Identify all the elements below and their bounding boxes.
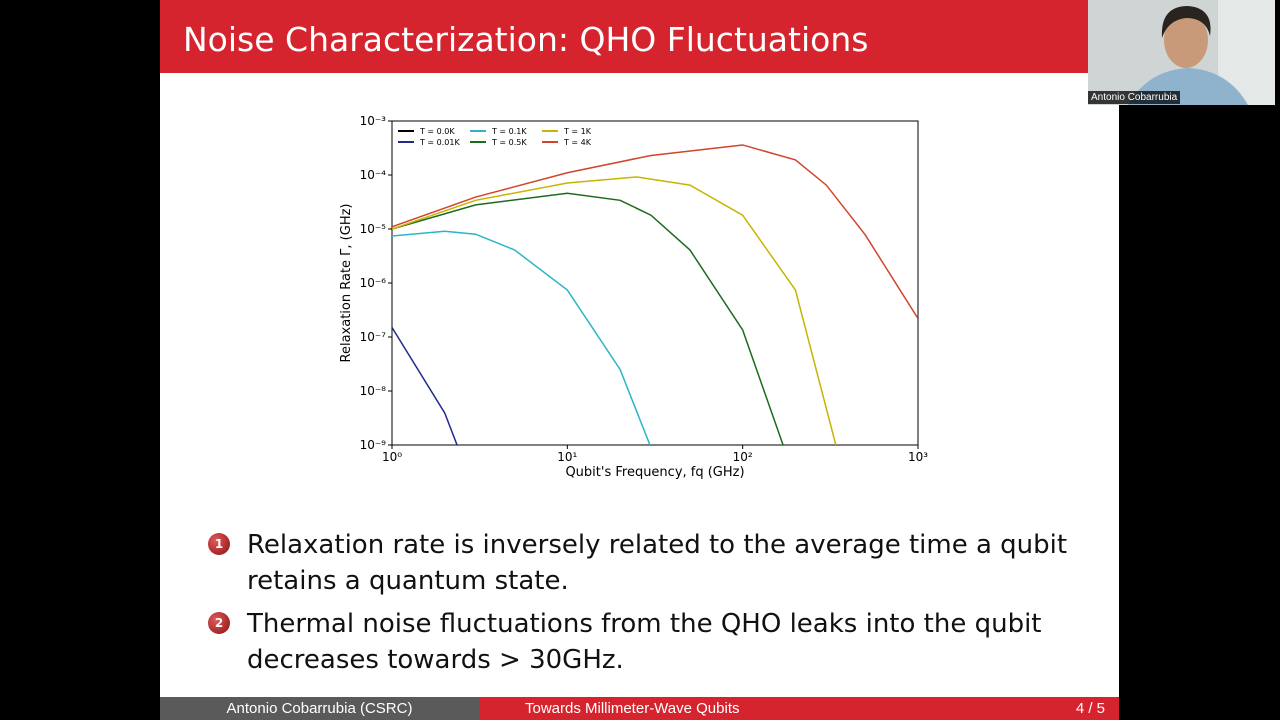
participant-name: Antonio Cobarrubia: [1088, 91, 1181, 104]
y-tick-label: 10⁻⁷: [360, 330, 387, 344]
footer-page: 4 / 5: [1075, 700, 1105, 717]
y-tick-label: 10⁻⁹: [360, 438, 387, 452]
x-tick-label: 10³: [908, 450, 928, 464]
bullet-marker: 1: [208, 533, 230, 555]
legend-label: T = 4K: [563, 138, 592, 147]
slide: Noise Characterization: QHO Fluctuations…: [160, 0, 1119, 720]
y-tick-label: 10⁻⁴: [360, 168, 387, 182]
legend-label: T = 0.01K: [419, 138, 460, 147]
footer-talk: Towards Millimeter-Wave Qubits: [525, 700, 740, 717]
legend-label: T = 1K: [563, 127, 592, 136]
series-line: [392, 144, 918, 319]
y-tick-label: 10⁻⁵: [360, 222, 387, 236]
x-tick-label: 10¹: [557, 450, 577, 464]
title-bar: Noise Characterization: QHO Fluctuations: [160, 0, 1119, 73]
chart: 10⁰ 10¹ 10² 10³ 10⁻⁹ 10⁻⁸ 10⁻⁷ 10⁻⁶ 10⁻⁵ 10⁻⁴ 10⁻³…: [339, 114, 928, 480]
bullet-marker: 2: [208, 612, 230, 634]
plot-lines: [392, 144, 918, 445]
series-line: [392, 230, 651, 445]
webcam: Antonio Cobarrubia: [1088, 0, 1275, 105]
series-line: [392, 327, 458, 445]
slide-title: Noise Characterization: QHO Fluctuations: [183, 20, 869, 59]
footer: Antonio Cobarrubia (CSRC) Towards Millim…: [160, 697, 1119, 720]
bullet: 2 Thermal noise fluctuations from the QH…: [208, 606, 1068, 678]
series-line: [392, 176, 837, 445]
y-tick-label: 10⁻³: [360, 114, 387, 128]
y-axis-label: Relaxation Rate Γ, (GHz): [339, 204, 354, 363]
webcam-image: [1088, 0, 1275, 105]
legend-label: T = 0.0K: [419, 127, 455, 136]
x-axis-label: Qubit's Frequency, fq (GHz): [565, 465, 744, 480]
legend-label: T = 0.1K: [491, 127, 527, 136]
footer-right: Towards Millimeter-Wave Qubits 4 / 5: [479, 697, 1119, 720]
x-tick-label: 10⁰: [382, 450, 402, 464]
bullet-text: Relaxation rate is inversely related to …: [247, 530, 1068, 596]
legend-label: T = 0.5K: [491, 138, 527, 147]
footer-author: Antonio Cobarrubia (CSRC): [160, 697, 479, 720]
x-tick-label: 10²: [733, 450, 753, 464]
bullet-text: Thermal noise fluctuations from the QHO …: [247, 609, 1042, 675]
bullet: 1 Relaxation rate is inversely related t…: [208, 527, 1068, 599]
series-line: [392, 192, 784, 445]
y-tick-label: 10⁻⁶: [360, 276, 387, 290]
plot-frame: [391, 120, 919, 446]
y-tick-label: 10⁻⁸: [360, 384, 387, 398]
